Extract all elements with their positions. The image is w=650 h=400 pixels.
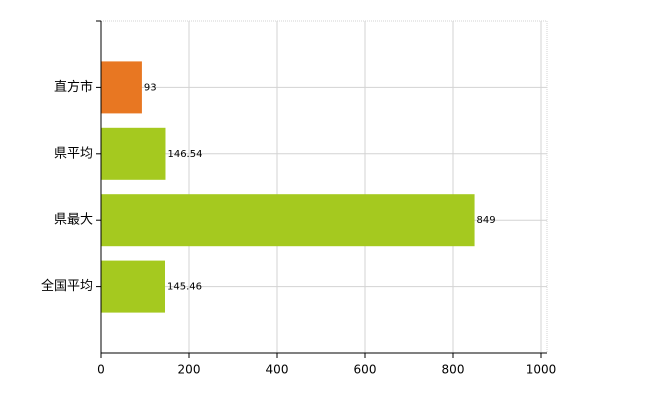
x-tick-label: 600	[354, 363, 377, 377]
x-tick-label: 200	[178, 363, 201, 377]
bar	[101, 127, 166, 180]
y-tick-label: 直方市	[54, 79, 93, 95]
bar	[101, 260, 166, 313]
x-tick-label: 400	[266, 363, 289, 377]
x-tick-label: 0	[97, 363, 105, 377]
y-tick-label: 全国平均	[41, 278, 93, 294]
x-tick-label: 1000	[526, 363, 557, 377]
value-label: 145.46	[167, 282, 202, 293]
bar	[101, 61, 142, 114]
value-label: 93	[144, 82, 157, 93]
y-tick-label: 県平均	[54, 146, 93, 161]
bar	[101, 194, 475, 247]
value-label: 146.54	[167, 149, 202, 160]
value-label: 849	[477, 215, 496, 226]
x-tick-label: 800	[442, 363, 465, 377]
y-tick-label: 県最大	[54, 213, 93, 228]
